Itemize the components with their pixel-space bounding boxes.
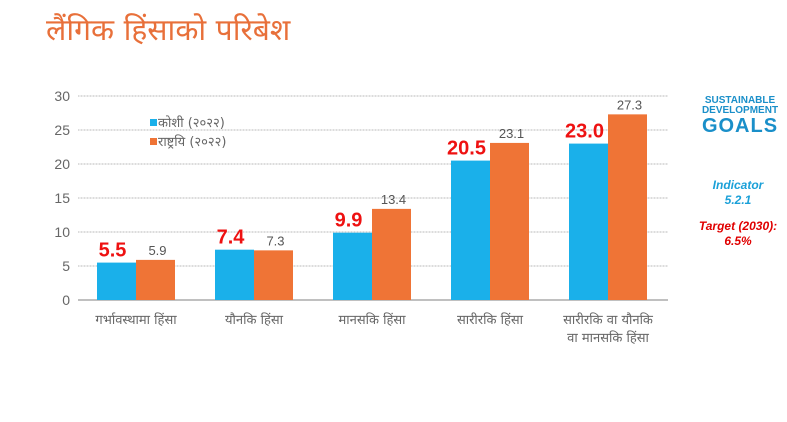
x-tick-label: गर्भावस्थामा हिंसा — [95, 312, 177, 328]
legend-label: कोशी (२०२२) — [158, 115, 225, 131]
data-label-koshi: 20.5 — [447, 138, 486, 160]
page-title: लैंगिक हिंसाको परिबेश — [46, 13, 291, 48]
bar-koshi — [333, 232, 372, 300]
legend-label: राष्ट्रयि (२०२२) — [158, 134, 227, 150]
legend: कोशी (२०२२) राष्ट्रयि (२०२२) — [150, 115, 227, 150]
sdg-logo: SUSTAINABLE DEVELOPMENT GOALS — [700, 95, 780, 137]
bar-national — [136, 259, 175, 300]
y-axis-ticks: 0 5 10 15 20 25 30 — [54, 88, 70, 308]
sdg-logo-line2: DEVELOPMENT — [701, 105, 779, 116]
data-label-national: 5.9 — [148, 243, 166, 258]
indicator-block: Indicator 5.2.1 — [700, 178, 776, 208]
bar-koshi — [451, 160, 490, 300]
data-labels: 5.5 5.9 7.4 7.3 9.9 13.4 20.5 23.1 23.0 27.3 — [99, 97, 643, 261]
y-tick-label: 20 — [54, 156, 70, 172]
data-label-national: 13.4 — [381, 192, 406, 207]
bar-national — [608, 114, 647, 300]
bar-national — [490, 142, 529, 300]
y-tick-label: 30 — [54, 88, 70, 104]
data-label-national: 27.3 — [617, 97, 642, 112]
legend-swatch — [150, 138, 157, 145]
y-tick-label: 15 — [54, 190, 70, 206]
x-tick-label: वा मानसकि हिंसा — [567, 330, 649, 346]
bar-koshi — [97, 262, 136, 300]
target-block: Target (2030): 6.5% — [690, 219, 786, 249]
data-label-national: 23.1 — [499, 126, 524, 141]
target-value: 6.5% — [724, 234, 752, 248]
x-tick-label: यौनकि हिंसा — [225, 312, 284, 328]
bar-koshi — [569, 143, 608, 300]
target-label: Target (2030): — [698, 219, 778, 233]
indicator-value: 5.2.1 — [724, 193, 752, 207]
indicator-label: Indicator — [712, 178, 764, 192]
legend-swatch — [150, 119, 157, 126]
y-tick-label: 0 — [62, 292, 70, 308]
sdg-logo-line3: GOALS — [701, 115, 779, 137]
x-tick-label: सारीरकि वा यौनकि — [563, 312, 654, 328]
data-label-koshi: 5.5 — [99, 240, 127, 262]
y-tick-label: 10 — [54, 224, 70, 240]
x-axis-ticks: गर्भावस्थामा हिंसा यौनकि हिंसा मानसकि हिंस… — [95, 312, 654, 346]
data-label-koshi: 9.9 — [335, 210, 363, 232]
bar-koshi — [215, 249, 254, 300]
bar-national — [372, 208, 411, 300]
x-tick-label: मानसकि हिंसा — [338, 312, 406, 328]
y-tick-label: 25 — [54, 122, 70, 138]
bars — [97, 114, 647, 300]
x-tick-label: सारीरकि हिंसा — [457, 312, 524, 328]
sdg-logo-line1: SUSTAINABLE — [704, 95, 776, 106]
bar-national — [254, 250, 293, 300]
y-tick-label: 5 — [62, 258, 70, 274]
data-label-koshi: 7.4 — [217, 227, 246, 249]
data-label-national: 7.3 — [266, 233, 284, 248]
data-label-koshi: 23.0 — [565, 121, 604, 143]
